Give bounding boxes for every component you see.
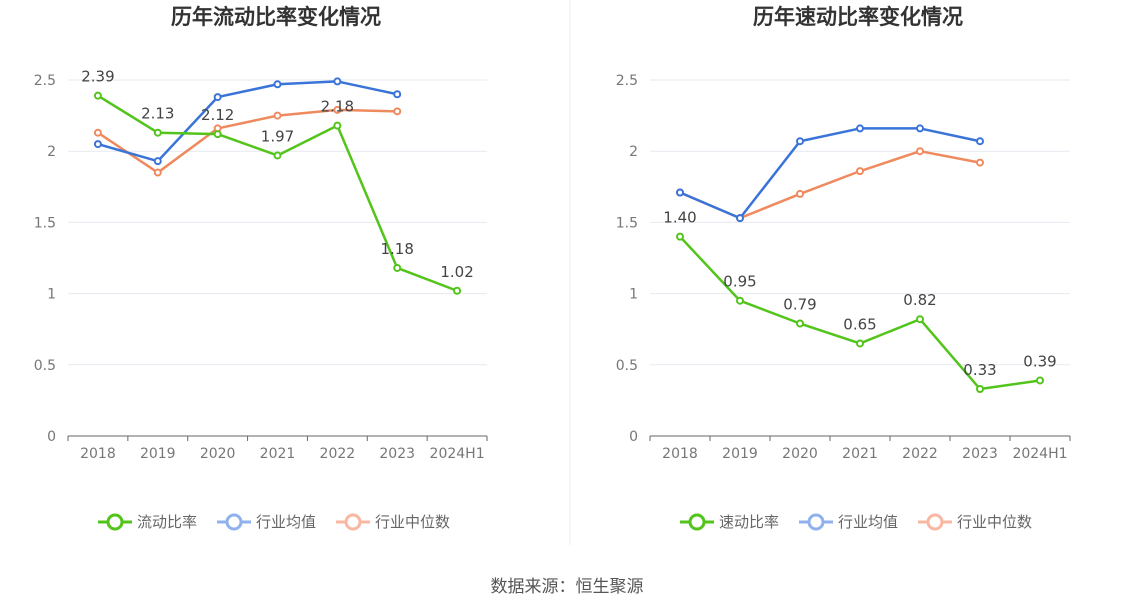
data-label: 1.02 (440, 263, 473, 281)
x-tick-label: 2023 (379, 446, 415, 462)
data-point (93, 91, 102, 100)
series-line (679, 127, 981, 220)
data-point (93, 128, 102, 137)
data-label: 1.97 (261, 127, 294, 145)
data-point (213, 130, 222, 139)
data-point (333, 121, 342, 130)
chart-title: 历年流动比率变化情况 (171, 5, 381, 29)
legend-label: 行业中位数 (957, 513, 1032, 531)
legend-marker (807, 513, 825, 531)
data-label: 0.39 (1023, 352, 1056, 370)
data-point (1036, 376, 1044, 385)
data-point (916, 124, 924, 133)
legend-marker (344, 513, 362, 531)
legend-label: 流动比率 (137, 513, 197, 531)
y-tick-label: 2 (47, 144, 56, 160)
data-label: 2.18 (321, 98, 354, 116)
data-label: 0.82 (903, 291, 936, 309)
series-line (97, 94, 458, 292)
y-tick-label: 0 (47, 429, 56, 445)
x-tick-label: 2018 (662, 446, 698, 462)
x-tick-label: 2021 (842, 446, 878, 462)
y-tick-label: 1.5 (34, 215, 56, 231)
x-tick-label: 2018 (80, 446, 116, 462)
data-point (393, 107, 402, 116)
x-tick-label: 2024H1 (1012, 446, 1067, 462)
data-label: 1.40 (663, 209, 696, 227)
data-point (393, 263, 402, 272)
y-tick-label: 2.5 (34, 73, 56, 89)
y-tick-label: 0.5 (616, 358, 638, 374)
data-label: 2.13 (141, 105, 174, 123)
source-text: 数据来源：恒生聚源 (491, 577, 644, 597)
data-point (916, 147, 924, 156)
y-tick-label: 1 (47, 287, 56, 303)
x-tick-label: 2024H1 (430, 446, 485, 462)
x-tick-label: 2019 (140, 446, 176, 462)
x-tick-label: 2022 (320, 446, 356, 462)
chart-title: 历年速动比率变化情况 (753, 5, 963, 29)
data-label: 0.33 (963, 361, 996, 379)
series-line (679, 149, 981, 220)
data-point (153, 168, 162, 177)
data-point (976, 385, 984, 394)
data-point (153, 128, 162, 137)
y-tick-label: 0 (629, 429, 638, 445)
data-point (796, 189, 804, 198)
data-point (393, 90, 402, 99)
data-point (333, 105, 342, 114)
data-point (856, 124, 864, 133)
data-point (273, 80, 282, 89)
data-point (213, 93, 222, 102)
data-point (273, 111, 282, 120)
y-tick-label: 2 (629, 144, 638, 160)
legend-marker (225, 513, 243, 531)
data-point (916, 315, 924, 324)
data-point (153, 157, 162, 166)
data-label: 1.18 (381, 240, 414, 258)
data-point (93, 140, 102, 149)
legend-label: 行业均值 (838, 513, 898, 531)
x-tick-label: 2023 (962, 446, 998, 462)
x-tick-label: 2019 (722, 446, 758, 462)
legend-label: 行业中位数 (375, 513, 450, 531)
data-point (676, 188, 684, 197)
x-tick-label: 2022 (902, 446, 938, 462)
legend-marker (926, 513, 944, 531)
data-point (676, 232, 684, 241)
data-point (796, 137, 804, 146)
y-tick-label: 0.5 (34, 358, 56, 374)
series-line (97, 80, 398, 163)
data-label: 2.39 (81, 68, 114, 86)
data-point (976, 137, 984, 146)
legend-marker (106, 513, 124, 531)
data-point (856, 339, 864, 348)
data-point (856, 167, 864, 176)
y-tick-label: 1.5 (616, 215, 638, 231)
x-tick-label: 2020 (782, 446, 818, 462)
data-point (273, 151, 282, 160)
legend-marker (688, 513, 706, 531)
data-point (736, 214, 744, 223)
legend-label: 行业均值 (256, 513, 316, 531)
y-tick-label: 2.5 (616, 73, 638, 89)
x-tick-label: 2020 (200, 446, 236, 462)
legend-label: 速动比率 (719, 513, 779, 531)
data-label: 0.95 (723, 273, 756, 291)
series-line (97, 108, 398, 174)
data-label: 0.65 (843, 315, 876, 333)
data-label: 0.79 (783, 296, 816, 314)
data-label: 2.12 (201, 106, 234, 124)
x-tick-label: 2021 (260, 446, 296, 462)
data-point (333, 77, 342, 86)
data-point (453, 286, 462, 295)
data-point (976, 158, 984, 167)
y-tick-label: 1 (629, 287, 638, 303)
data-point (736, 296, 744, 305)
data-point (796, 319, 804, 328)
